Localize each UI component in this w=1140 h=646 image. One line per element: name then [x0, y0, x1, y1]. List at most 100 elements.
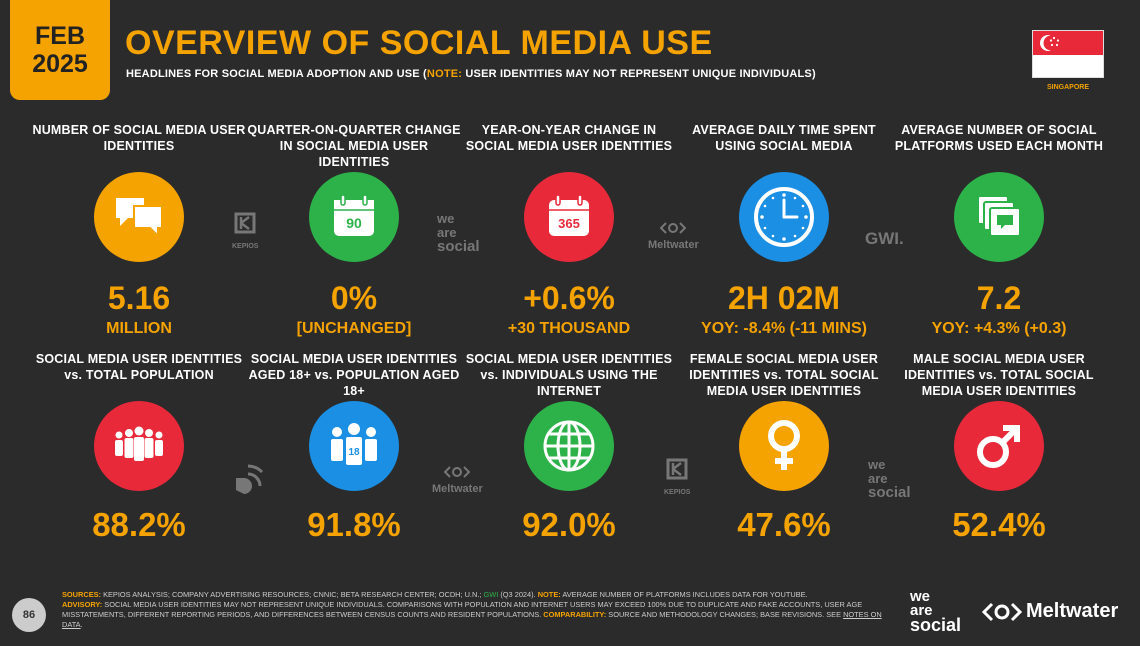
page-title: OVERVIEW OF SOCIAL MEDIA USE: [125, 24, 713, 62]
stat-card-female: FEMALE SOCIAL MEDIA USER IDENTITIES vs. …: [674, 351, 894, 543]
brand-was-3: social: [910, 615, 962, 635]
was-text-1: we: [437, 211, 455, 226]
stat-label: MALE SOCIAL MEDIA USER IDENTITIES vs. TO…: [904, 352, 1094, 398]
stat-value: 47.6%: [737, 506, 831, 543]
meltwater-text: Meltwater: [648, 239, 699, 251]
stat-label: QUARTER-ON-QUARTER CHANGE IN SOCIAL MEDI…: [247, 123, 461, 169]
stat-label: SOCIAL MEDIA USER IDENTITIES AGED 18+ vs…: [248, 352, 460, 398]
stat-card-vs-population: SOCIAL MEDIA USER IDENTITIES vs. TOTAL P…: [29, 351, 249, 543]
globe-icon: [524, 401, 614, 491]
kepios-text: KEPIOS: [232, 243, 259, 250]
calendar-90-text: 90: [346, 215, 362, 231]
date-badge: FEB 2025: [10, 0, 110, 100]
kepios-text: KEPIOS: [664, 489, 691, 496]
footer-sources: SOURCES: KEPIOS ANALYSIS; COMPANY ADVERT…: [62, 590, 882, 630]
stat-label: SOCIAL MEDIA USER IDENTITIES vs. TOTAL P…: [35, 352, 243, 382]
meltwater-logo-top: Meltwater: [648, 222, 699, 252]
female-symbol-icon: [739, 401, 829, 491]
stat-sub: YOY: -8.4% (-11 MINS): [701, 320, 867, 337]
stat-sub: [UNCHANGED]: [296, 320, 412, 337]
brand-was-2: are: [910, 602, 933, 619]
subtitle-note-label: NOTE:: [426, 68, 463, 80]
chat-bubbles-icon: [94, 172, 184, 262]
country-label: SINGAPORE: [1046, 84, 1089, 91]
stat-label: SOCIAL MEDIA USER IDENTITIES vs. INDIVID…: [465, 352, 673, 398]
signal-logo-icon: [232, 460, 266, 497]
stat-sub: +30 THOUSAND: [507, 320, 631, 337]
stat-card-male: MALE SOCIAL MEDIA USER IDENTITIES vs. TO…: [889, 351, 1109, 543]
stat-value: 88.2%: [92, 506, 186, 543]
kepios-logo-top: KEPIOS: [232, 212, 258, 254]
stat-card-yoy-change: YEAR-ON-YEAR CHANGE IN SOCIAL MEDIA USER…: [459, 122, 679, 338]
calendar-365-text: 365: [558, 216, 580, 231]
note-text: AVERAGE NUMBER OF PLATFORMS INCLUDES DAT…: [560, 590, 808, 599]
subtitle-note: USER IDENTITIES MAY NOT REPRESENT UNIQUE…: [462, 68, 816, 80]
meltwater-brand-text: Meltwater: [1026, 600, 1119, 622]
stat-card-adults-18: SOCIAL MEDIA USER IDENTITIES AGED 18+ vs…: [244, 351, 464, 543]
was-logo-bottom: we are social: [868, 457, 911, 501]
meltwater-brand-icon: [982, 602, 1022, 621]
subtitle-main: HEADLINES FOR SOCIAL MEDIA ADOPTION AND …: [126, 68, 427, 80]
stat-value: +0.6%: [523, 280, 615, 316]
crowd-icon: [94, 401, 184, 491]
comparability-text: SOURCE AND METHODOLOGY CHANGES; BASE REV…: [606, 610, 844, 619]
adults-18-icon: 18: [309, 401, 399, 491]
calendar-90-icon: 90: [309, 172, 399, 262]
was-text-3: social: [868, 484, 911, 501]
meltwater-text: Meltwater: [432, 483, 483, 495]
date-year: 2025: [32, 50, 88, 78]
kepios-logo-bottom: KEPIOS: [664, 458, 690, 500]
meltwater-mark-icon: [659, 222, 687, 234]
kepios-mark-icon: [666, 458, 688, 480]
stat-sub: YOY: +4.3% (+0.3): [931, 320, 1067, 337]
kepios-mark-icon: [234, 212, 256, 234]
was-text-1: we: [868, 457, 886, 472]
stat-card-vs-internet: SOCIAL MEDIA USER IDENTITIES vs. INDIVID…: [459, 351, 679, 543]
stat-value: 52.4%: [952, 506, 1046, 543]
stat-value: 7.2: [976, 280, 1022, 316]
sources-text: KEPIOS ANALYSIS; COMPANY ADVERTISING RES…: [101, 590, 484, 599]
stat-card-user-identities: NUMBER OF SOCIAL MEDIA USER IDENTITIES 5…: [29, 122, 249, 338]
advisory-label: ADVISORY:: [62, 600, 103, 609]
stat-value: 2H 02M: [727, 280, 841, 316]
note-label: NOTE:: [537, 590, 561, 599]
page-number: 86: [12, 598, 46, 632]
was-text-2: are: [868, 471, 888, 486]
footer-end: .: [80, 620, 83, 629]
comparability-label: COMPARABILITY:: [543, 610, 607, 619]
stat-label: AVERAGE NUMBER OF SOCIAL PLATFORMS USED …: [894, 123, 1104, 153]
adults-18-text: 18: [348, 447, 360, 458]
page-subtitle: HEADLINES FOR SOCIAL MEDIA ADOPTION AND …: [126, 68, 816, 80]
calendar-365-icon: 365: [524, 172, 614, 262]
notes-on-data-link[interactable]: NOTES ON DATA: [62, 610, 882, 629]
stat-label: FEMALE SOCIAL MEDIA USER IDENTITIES vs. …: [689, 352, 879, 398]
was-text-2: are: [437, 225, 457, 240]
meltwater-logo: Meltwater: [982, 600, 1118, 623]
was-logo-top: we are social: [437, 211, 480, 255]
stat-sub: MILLION: [106, 320, 172, 337]
stat-label: AVERAGE DAILY TIME SPENT USING SOCIAL ME…: [692, 123, 876, 153]
was-text-3: social: [437, 238, 480, 255]
stat-card-platforms: AVERAGE NUMBER OF SOCIAL PLATFORMS USED …: [889, 122, 1109, 338]
meltwater-mark-icon: [443, 466, 471, 478]
brand-was-1: we: [910, 588, 931, 605]
we-are-social-logo: we are social: [910, 588, 962, 635]
stat-value: 91.8%: [307, 506, 401, 543]
stat-value: 0%: [330, 280, 378, 316]
stat-card-daily-time: AVERAGE DAILY TIME SPENT USING SOCIAL ME…: [674, 122, 894, 338]
gwi-logo: GWI.: [865, 229, 904, 248]
stat-card-qoq-change: QUARTER-ON-QUARTER CHANGE IN SOCIAL MEDI…: [244, 122, 464, 338]
stat-label: YEAR-ON-YEAR CHANGE IN SOCIAL MEDIA USER…: [465, 123, 673, 153]
stat-label: NUMBER OF SOCIAL MEDIA USER IDENTITIES: [32, 123, 246, 153]
stacked-screens-icon: [954, 172, 1044, 262]
sources-label: SOURCES:: [62, 590, 102, 599]
sources-gwi: GWI: [483, 590, 499, 599]
advisory-text: SOCIAL MEDIA USER IDENTITIES MAY NOT REP…: [62, 600, 863, 619]
singapore-flag-icon: [1032, 30, 1104, 78]
stat-value: 92.0%: [522, 506, 616, 543]
clock-icon: [739, 172, 829, 262]
meltwater-logo-bottom: Meltwater: [432, 466, 483, 496]
sources-tail: (Q3 2024).: [498, 590, 538, 599]
stat-value: 5.16: [107, 280, 171, 316]
male-symbol-icon: [954, 401, 1044, 491]
